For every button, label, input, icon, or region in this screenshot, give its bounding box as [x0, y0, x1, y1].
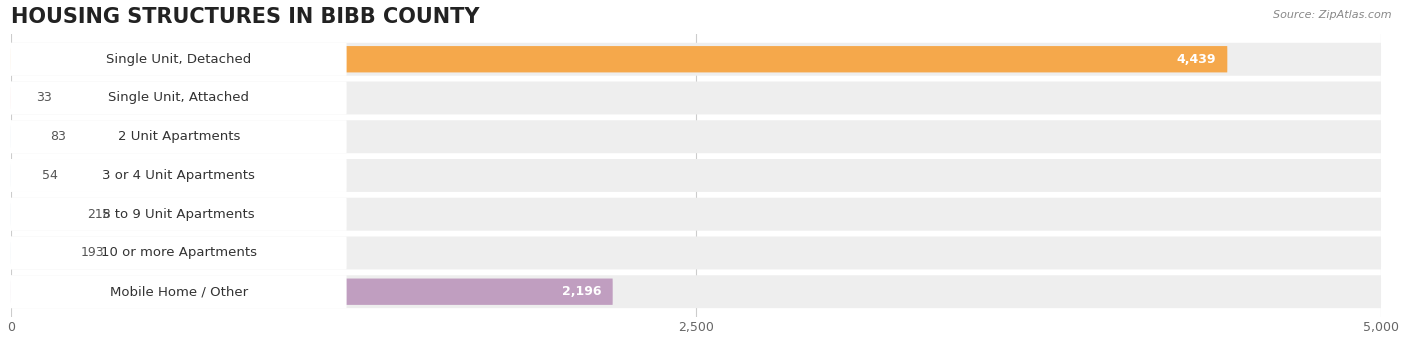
FancyBboxPatch shape [11, 81, 347, 115]
FancyBboxPatch shape [11, 159, 347, 192]
FancyBboxPatch shape [11, 198, 347, 231]
FancyBboxPatch shape [11, 159, 1381, 192]
FancyBboxPatch shape [11, 81, 1381, 115]
Text: 193: 193 [80, 247, 104, 260]
FancyBboxPatch shape [11, 162, 25, 189]
FancyBboxPatch shape [11, 120, 1381, 153]
Text: Source: ZipAtlas.com: Source: ZipAtlas.com [1274, 10, 1392, 20]
Text: 4,439: 4,439 [1177, 53, 1216, 66]
Text: 3 or 4 Unit Apartments: 3 or 4 Unit Apartments [103, 169, 256, 182]
Text: 218: 218 [87, 208, 111, 221]
FancyBboxPatch shape [11, 43, 1381, 76]
FancyBboxPatch shape [11, 275, 347, 308]
FancyBboxPatch shape [11, 120, 347, 153]
Text: 54: 54 [42, 169, 58, 182]
FancyBboxPatch shape [11, 237, 1381, 269]
Text: 5 to 9 Unit Apartments: 5 to 9 Unit Apartments [103, 208, 254, 221]
Text: 10 or more Apartments: 10 or more Apartments [101, 247, 257, 260]
Text: 83: 83 [51, 130, 66, 143]
Text: 33: 33 [37, 91, 52, 104]
Text: Mobile Home / Other: Mobile Home / Other [110, 285, 247, 298]
FancyBboxPatch shape [11, 198, 1381, 231]
FancyBboxPatch shape [11, 85, 20, 111]
FancyBboxPatch shape [11, 43, 347, 76]
FancyBboxPatch shape [11, 279, 613, 305]
Text: 2 Unit Apartments: 2 Unit Apartments [118, 130, 240, 143]
FancyBboxPatch shape [11, 123, 34, 150]
FancyBboxPatch shape [11, 46, 1227, 72]
FancyBboxPatch shape [11, 240, 63, 266]
FancyBboxPatch shape [11, 237, 347, 269]
Text: 2,196: 2,196 [562, 285, 602, 298]
Text: Single Unit, Attached: Single Unit, Attached [108, 91, 249, 104]
FancyBboxPatch shape [11, 275, 1381, 308]
Text: Single Unit, Detached: Single Unit, Detached [107, 53, 252, 66]
FancyBboxPatch shape [11, 201, 70, 227]
Text: HOUSING STRUCTURES IN BIBB COUNTY: HOUSING STRUCTURES IN BIBB COUNTY [11, 7, 479, 27]
